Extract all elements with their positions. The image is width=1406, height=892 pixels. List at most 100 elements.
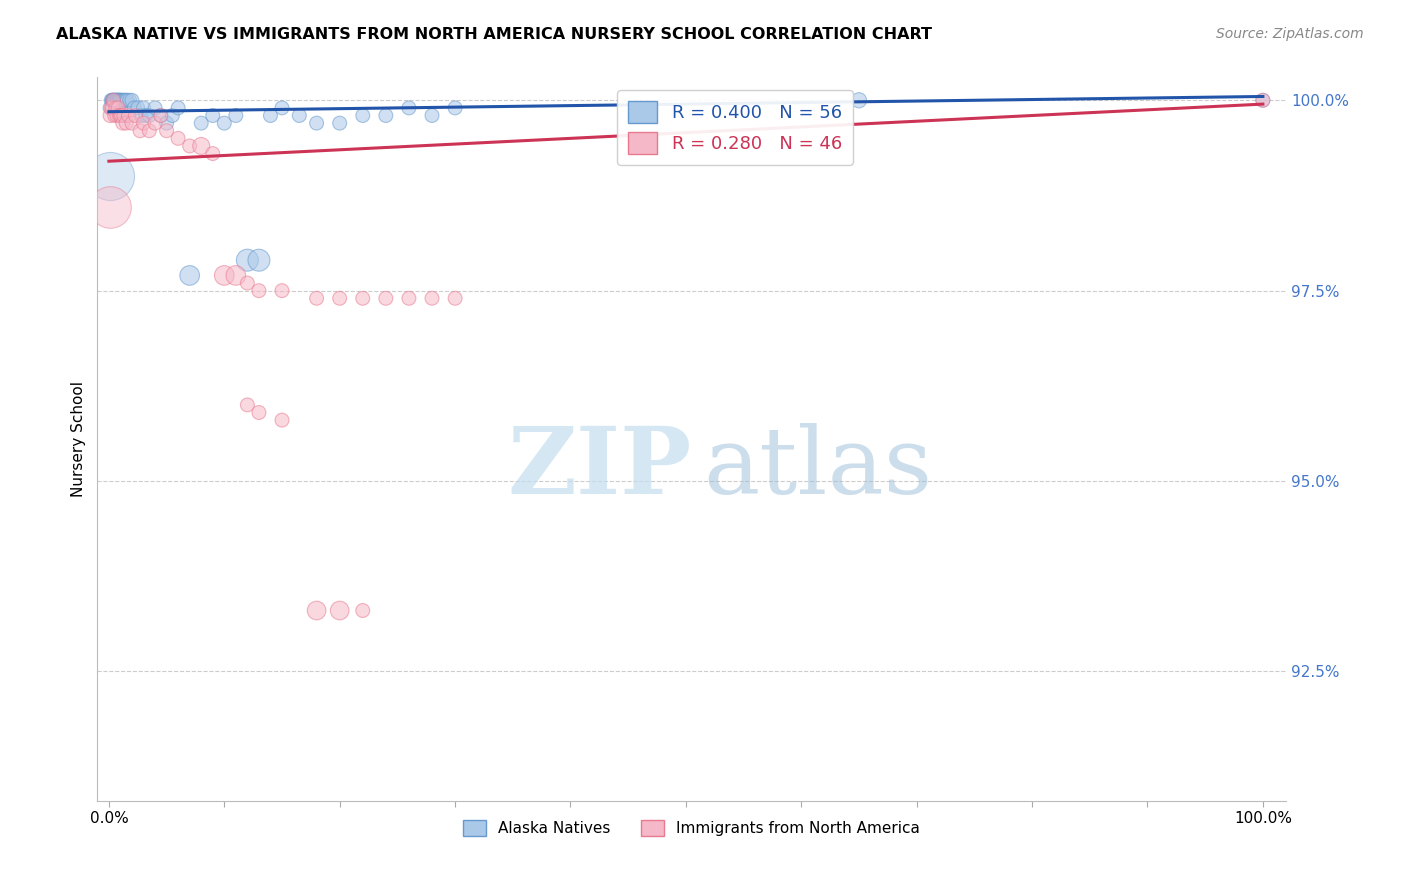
Point (108, 109, 131, 123)
Point (190, 116, 212, 130)
Point (247, 405, 270, 419)
Point (848, 93, 870, 107)
Point (121, 116, 143, 130)
Point (225, 268, 247, 283)
Text: Source: ZipAtlas.com: Source: ZipAtlas.com (1216, 27, 1364, 41)
Point (420, 109, 443, 123)
Point (124, 101, 146, 115)
Point (103, 93, 125, 107)
Point (111, 93, 134, 107)
Point (100, 93, 122, 107)
Point (132, 101, 155, 115)
Point (374, 109, 396, 123)
Point (398, 291, 420, 305)
Point (167, 131, 190, 145)
Point (201, 146, 224, 161)
Point (247, 284, 270, 298)
Point (121, 93, 143, 107)
Point (138, 124, 160, 138)
Point (101, 93, 124, 107)
Point (444, 101, 467, 115)
Point (104, 93, 127, 107)
Point (105, 109, 128, 123)
Point (127, 101, 149, 115)
Point (352, 291, 374, 305)
Point (115, 116, 138, 130)
Point (374, 291, 396, 305)
Point (179, 139, 201, 153)
Point (271, 101, 294, 115)
Point (110, 109, 132, 123)
Point (132, 116, 155, 130)
Point (107, 93, 129, 107)
Point (190, 139, 212, 153)
Point (107, 93, 129, 107)
Point (117, 109, 139, 123)
Point (104, 109, 127, 123)
Point (214, 268, 236, 283)
Point (225, 109, 247, 123)
Point (129, 109, 152, 123)
Point (179, 268, 201, 283)
Point (112, 109, 135, 123)
Point (162, 109, 184, 123)
Point (115, 93, 138, 107)
Point (118, 93, 141, 107)
Point (107, 101, 129, 115)
Point (398, 101, 420, 115)
Point (105, 93, 128, 107)
Point (305, 116, 328, 130)
Point (155, 124, 177, 138)
Point (352, 109, 374, 123)
Point (114, 93, 136, 107)
Point (236, 398, 259, 412)
Point (101, 93, 124, 107)
Point (108, 93, 131, 107)
Point (329, 291, 352, 305)
Point (236, 276, 259, 290)
Point (98, 169, 121, 184)
Point (110, 93, 132, 107)
Y-axis label: Nursery School: Nursery School (72, 381, 86, 497)
Point (110, 109, 132, 123)
Point (117, 93, 139, 107)
Point (124, 109, 146, 123)
Point (110, 93, 132, 107)
Point (1251, 93, 1274, 107)
Point (101, 101, 124, 115)
Text: ALASKA NATIVE VS IMMIGRANTS FROM NORTH AMERICA NURSERY SCHOOL CORRELATION CHART: ALASKA NATIVE VS IMMIGRANTS FROM NORTH A… (56, 27, 932, 42)
Point (143, 101, 166, 115)
Legend: Alaska Natives, Immigrants from North America: Alaska Natives, Immigrants from North Am… (456, 813, 928, 844)
Point (201, 109, 224, 123)
Point (98, 101, 121, 115)
Text: ZIP: ZIP (508, 423, 692, 513)
Point (100, 101, 122, 115)
Point (236, 253, 259, 268)
Point (305, 291, 328, 305)
Point (259, 109, 281, 123)
Point (143, 116, 166, 130)
Point (104, 101, 127, 115)
Point (103, 93, 125, 107)
Point (138, 109, 160, 123)
Point (104, 93, 127, 107)
Point (149, 109, 172, 123)
Point (329, 603, 352, 617)
Point (444, 291, 467, 305)
Point (271, 284, 294, 298)
Point (1251, 93, 1274, 107)
Point (98, 200, 121, 214)
Point (104, 93, 127, 107)
Point (420, 291, 443, 305)
Point (155, 116, 177, 130)
Point (105, 93, 128, 107)
Point (288, 109, 311, 123)
Point (110, 93, 132, 107)
Point (271, 413, 294, 427)
Point (352, 603, 374, 617)
Point (149, 109, 172, 123)
Point (112, 93, 135, 107)
Point (104, 93, 127, 107)
Point (129, 124, 152, 138)
Point (135, 109, 157, 123)
